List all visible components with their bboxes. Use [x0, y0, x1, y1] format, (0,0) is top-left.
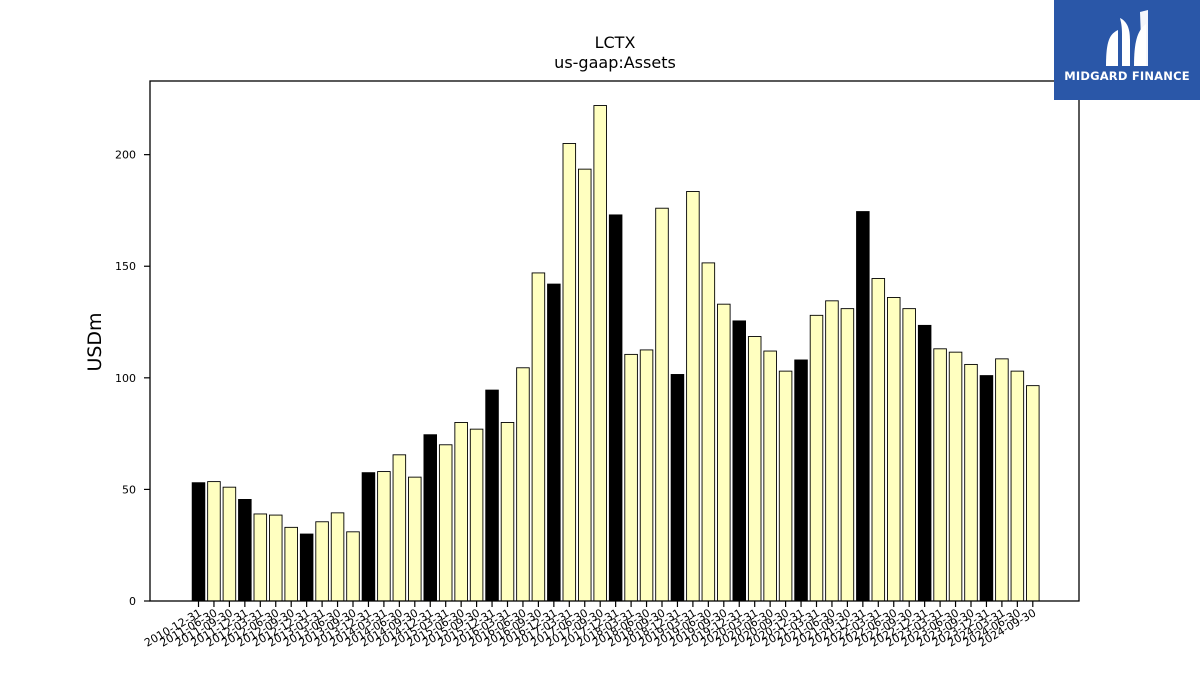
bar-2020-06-30: [763, 350, 777, 602]
chart-title: LCTX: [595, 33, 636, 52]
bar-2010-12-31: [191, 482, 206, 602]
chart-subtitle: us-gaap:Assets: [554, 53, 676, 72]
midgard-logo-icon: [1106, 10, 1148, 66]
bar-2013-12-31: [361, 472, 376, 602]
bar-2016-06-30: [516, 367, 530, 602]
plot-frame: [149, 80, 1080, 602]
bar-2022-06-30: [887, 297, 901, 602]
bar-2019-12-31: [732, 320, 747, 602]
bar-2020-09-30: [778, 370, 793, 602]
bar-2024-09-30: [1026, 385, 1040, 602]
bar-2013-06-30: [330, 512, 345, 602]
bar-2023-06-30: [948, 351, 963, 602]
bar-2011-06-30: [207, 481, 221, 602]
bar-2019-06-30: [701, 262, 716, 602]
brand-name: MIDGARD FINANCE: [1064, 69, 1190, 83]
y-tick-label-150: 150: [115, 260, 136, 273]
bar-2017-09-30: [593, 105, 607, 602]
bar-2023-03-31: [933, 348, 947, 602]
bar-2020-03-31: [747, 336, 762, 602]
bar-2024-06-30: [1010, 370, 1025, 602]
bar-2014-12-31: [423, 434, 438, 602]
bar-2011-12-31: [238, 499, 252, 602]
bars-group: [191, 105, 1040, 602]
y-tick-label-0: 0: [129, 595, 136, 608]
brand-logo: MIDGARD FINANCE: [1054, 0, 1200, 100]
bar-2021-12-31: [856, 211, 870, 602]
bar-2018-06-30: [639, 349, 654, 602]
y-tick-label-200: 200: [115, 149, 136, 162]
bar-2015-09-30: [469, 428, 484, 602]
bar-2024-03-31: [995, 358, 1009, 602]
bar-2017-03-31: [562, 143, 577, 602]
bar-2017-12-31: [608, 214, 623, 602]
bar-2014-09-30: [408, 476, 422, 602]
bar-2014-03-31: [377, 471, 391, 602]
y-tick-label-50: 50: [122, 483, 136, 496]
bar-2023-12-31: [979, 375, 994, 602]
y-axis-label: USDm: [84, 312, 106, 371]
bar-2023-09-30: [964, 363, 978, 602]
bar-2016-09-30: [531, 272, 546, 602]
bar-2021-09-30: [840, 308, 855, 602]
bar-2021-06-30: [825, 300, 839, 602]
bar-2015-12-31: [485, 389, 499, 602]
bar-2019-09-30: [717, 303, 731, 602]
bar-2014-06-30: [392, 454, 407, 602]
y-tick-label-100: 100: [115, 372, 136, 385]
bar-2022-12-31: [917, 324, 932, 602]
bar-2016-12-31: [547, 283, 561, 602]
bar-2022-03-31: [871, 278, 886, 602]
bar-2013-09-30: [346, 531, 360, 602]
bar-2021-03-31: [809, 314, 824, 602]
bar-2011-09-30: [222, 486, 237, 602]
bar-2012-12-31: [299, 533, 314, 602]
bar-2017-06-30: [578, 168, 592, 602]
y-axis: 0 50 100 150 200: [115, 149, 150, 608]
bar-2012-06-30: [269, 514, 283, 602]
bar-2015-03-31: [438, 444, 453, 602]
bar-2018-09-30: [655, 207, 669, 602]
bar-2016-03-31: [500, 422, 515, 602]
bar-2012-09-30: [284, 526, 298, 602]
x-axis: 2010-12-312011-06-302011-09-302011-12-31…: [142, 601, 1038, 650]
bar-2012-03-31: [253, 513, 268, 602]
bar-2019-03-31: [686, 191, 700, 602]
bar-2020-12-31: [794, 359, 808, 602]
bar-2022-09-30: [902, 308, 916, 602]
bar-2015-06-30: [454, 422, 468, 602]
bar-2013-03-31: [315, 521, 329, 602]
bar-2018-12-31: [670, 374, 685, 602]
bar-2018-03-31: [624, 353, 638, 602]
